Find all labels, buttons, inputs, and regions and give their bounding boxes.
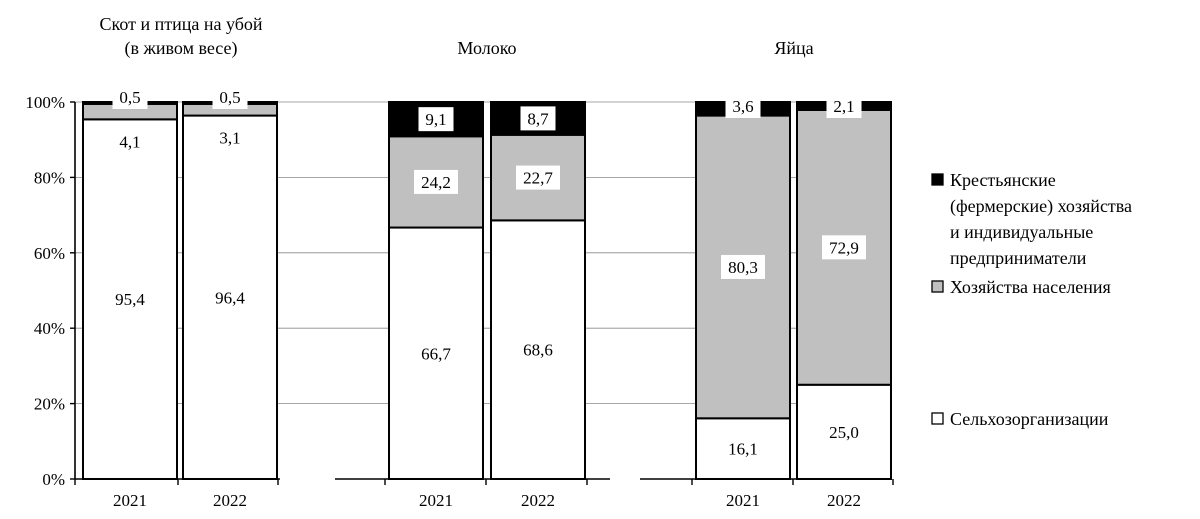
legend-swatch-naselenie (931, 280, 944, 293)
y-tick-label: 0% (42, 470, 65, 489)
data-label-fermer: 0,5 (219, 88, 240, 107)
y-tick-label: 40% (34, 319, 65, 338)
bars (82, 101, 892, 481)
x-tick-label: 2022 (827, 491, 861, 510)
data-label-selkhoz: 95,4 (115, 290, 145, 309)
data-label-naselenie: 3,1 (219, 129, 240, 148)
data-label-fermer: 9,1 (425, 110, 446, 129)
data-label-bg (212, 125, 248, 150)
data-label-bg (414, 169, 458, 194)
data-label-bg (826, 94, 862, 118)
group-title: Яйца (774, 38, 813, 58)
data-label-bg (822, 419, 866, 444)
y-tick-label: 60% (34, 244, 65, 263)
labels: 0% 20% 40% 60% 80% 100% Скот и птица на убой (в… (25, 14, 866, 510)
data-label-selkhoz: 96,4 (215, 288, 245, 307)
data-label-fermer: 3,6 (732, 97, 753, 116)
y-tick-label: 80% (34, 168, 65, 187)
data-label-bg (112, 129, 148, 154)
data-label-bg (721, 436, 765, 461)
data-label-selkhoz: 66,7 (421, 344, 451, 363)
axes (70, 101, 894, 485)
data-label-bg (516, 337, 560, 362)
y-tick-label: 20% (34, 395, 65, 414)
data-label-naselenie: 72,9 (829, 238, 859, 257)
x-tick-label: 2022 (521, 491, 555, 510)
y-tick-label: 100% (25, 93, 65, 112)
data-label-fermer: 8,7 (527, 109, 549, 128)
x-tick-label: 2021 (726, 491, 760, 510)
legend-swatch-fermer (931, 173, 944, 186)
x-tick-label: 2021 (419, 491, 453, 510)
legend-label-fermer: предприниматели (950, 248, 1087, 268)
data-label-naselenie: 80,3 (728, 258, 758, 277)
data-label-bg (414, 341, 458, 366)
group-title: Скот и птица на убой (99, 14, 262, 34)
legend-swatch-selkhoz (931, 412, 944, 425)
data-label-fermer: 0,5 (119, 88, 140, 107)
legend-label-fermer: и индивидуальные (950, 222, 1093, 242)
legend-label-naselenie: Хозяйства населения (950, 277, 1111, 297)
data-label-fermer: 2,1 (833, 97, 854, 116)
legend: Крестьянские (фермерские) хозяйства и инди… (931, 170, 1132, 429)
data-label-selkhoz: 68,6 (523, 341, 553, 360)
data-label-naselenie: 4,1 (119, 132, 140, 151)
data-label-bg (721, 254, 765, 279)
data-label-bg (112, 85, 148, 109)
group-title: Молоко (457, 38, 516, 58)
x-tick-label: 2022 (213, 491, 247, 510)
data-label-naselenie: 24,2 (421, 173, 451, 192)
data-label-bg (212, 85, 248, 109)
data-label-bg (822, 235, 866, 260)
legend-label-fermer: (фермерские) хозяйства (950, 196, 1132, 217)
data-label-bg (516, 165, 560, 190)
group-title: (в живом весе) (124, 38, 237, 59)
data-label-naselenie: 22,7 (523, 169, 553, 188)
legend-label-selkhoz: Сельхозорганизации (950, 409, 1109, 429)
data-label-selkhoz: 16,1 (728, 440, 758, 459)
bar-segment-selkhoz (82, 118, 178, 480)
data-label-selkhoz: 25,0 (829, 423, 859, 442)
bar-segment-selkhoz (182, 114, 278, 481)
legend-label-fermer: Крестьянские (950, 170, 1056, 190)
data-label-bg (725, 94, 761, 118)
data-label-bg (520, 106, 556, 131)
x-tick-label: 2021 (113, 491, 147, 510)
data-label-bg (418, 107, 454, 132)
